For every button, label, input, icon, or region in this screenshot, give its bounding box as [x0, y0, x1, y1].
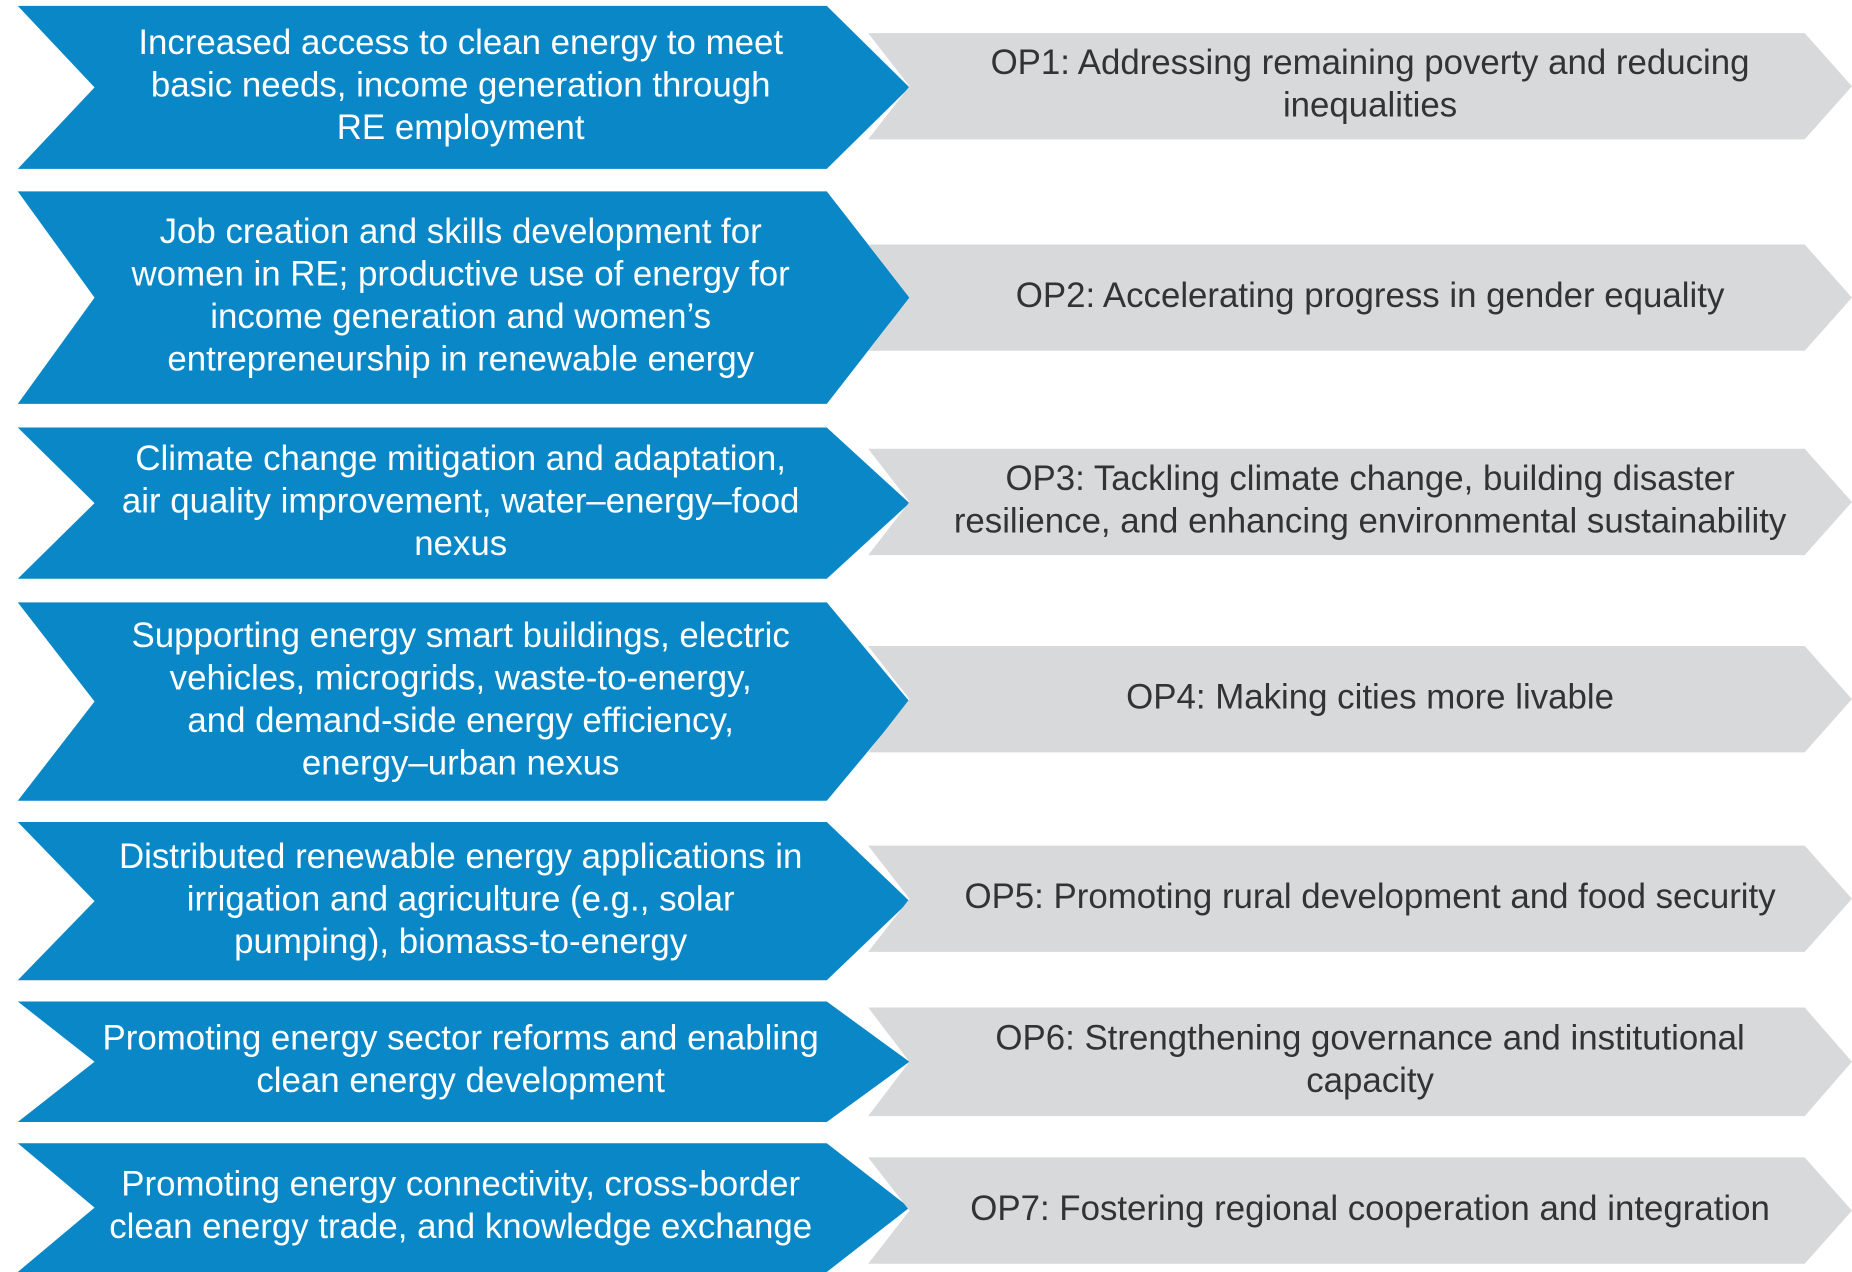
left-text: pumping), biomass-to-energy — [234, 922, 688, 961]
right-text: OP3: Tackling climate change, building d… — [1005, 459, 1735, 498]
left-text: energy–urban nexus — [302, 744, 620, 783]
gray-chevron — [868, 845, 1852, 952]
right-text: capacity — [1306, 1061, 1434, 1100]
gray-chevron — [868, 646, 1852, 753]
right-text: OP1: Addressing remaining poverty and re… — [991, 43, 1750, 82]
gray-chevron — [868, 33, 1852, 140]
left-text: Promoting energy connectivity, cross-bor… — [121, 1165, 800, 1204]
left-text: RE employment — [337, 108, 585, 147]
right-text: OP4: Making cities more livable — [1126, 677, 1614, 716]
left-text: entrepreneurship in renewable energy — [167, 340, 754, 379]
blue-chevron — [17, 427, 910, 579]
left-text: clean energy development — [256, 1061, 665, 1100]
blue-chevron — [17, 1001, 910, 1123]
left-text: nexus — [414, 524, 507, 563]
left-text: income generation and women’s — [210, 297, 711, 336]
gray-chevron — [868, 1157, 1852, 1264]
right-text: resilience, and enhancing environmental … — [954, 501, 1787, 540]
right-text: OP2: Accelerating progress in gender equ… — [1016, 276, 1725, 315]
left-text: vehicles, microgrids, waste-to-energy, — [170, 658, 752, 697]
left-text: Increased access to clean energy to meet — [138, 23, 783, 62]
blue-chevron — [17, 602, 910, 801]
left-text: irrigation and agriculture (e.g., solar — [187, 879, 735, 918]
left-text: Supporting energy smart buildings, elect… — [132, 616, 790, 655]
left-text: clean energy trade, and knowledge exchan… — [109, 1207, 812, 1246]
left-text: Distributed renewable energy application… — [119, 837, 802, 876]
blue-chevron — [17, 5, 910, 169]
blue-chevron — [17, 822, 910, 981]
left-text: Job creation and skills development for — [160, 212, 762, 251]
left-text: and demand-side energy efficiency, — [187, 701, 734, 740]
right-text: inequalities — [1283, 86, 1457, 125]
gray-chevron — [868, 1007, 1852, 1117]
left-text: air quality improvement, water–energy–fo… — [122, 481, 800, 520]
right-text: OP7: Fostering regional cooperation and … — [970, 1189, 1770, 1228]
blue-chevron — [17, 1143, 910, 1272]
left-text: Promoting energy sector reforms and enab… — [103, 1019, 819, 1058]
left-text: women in RE; productive use of energy fo… — [131, 255, 791, 294]
right-text: OP5: Promoting rural development and foo… — [964, 877, 1776, 916]
left-text: basic needs, income generation through — [151, 66, 771, 105]
blue-chevron — [17, 191, 910, 404]
gray-chevron — [868, 244, 1852, 351]
right-text: OP6: Strengthening governance and instit… — [995, 1019, 1744, 1058]
gray-chevron — [868, 448, 1852, 556]
left-text: Climate change mitigation and adaptation… — [135, 439, 786, 478]
